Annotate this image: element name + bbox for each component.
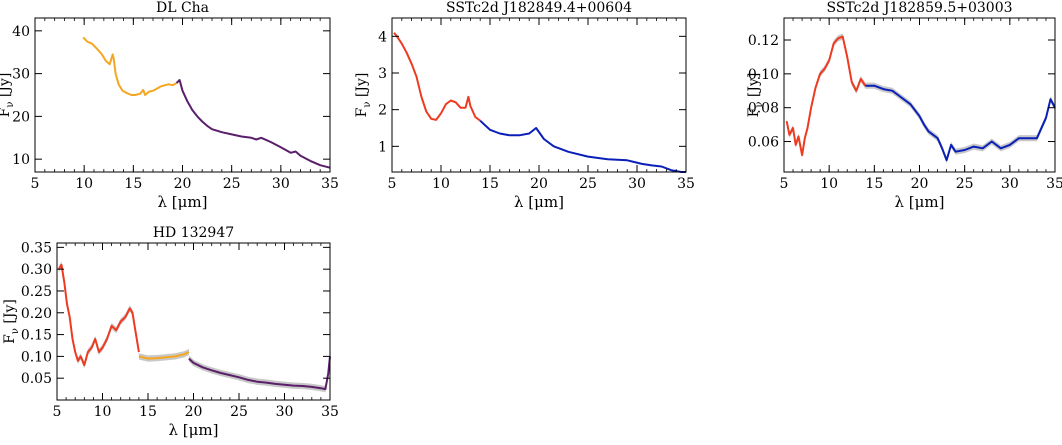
- x-tick-label: 25: [223, 176, 241, 192]
- chart-panel-4: HD 132947 5 10 15 20 25 30 35 0.05 0.10 0.15 0.20 0.…: [2, 225, 339, 439]
- x-tick-label: 30: [276, 404, 294, 420]
- chart-title: HD 132947: [153, 225, 234, 241]
- x-tick-label: 20: [530, 176, 548, 192]
- plot-frame: [391, 17, 687, 173]
- x-tick-label: 15: [124, 176, 142, 192]
- series-line-blue: [479, 119, 686, 173]
- y-tick-label: 0.08: [748, 101, 779, 117]
- x-tick-label: 30: [272, 176, 290, 192]
- chart-title: SSTc2d J182859.5+03003: [826, 0, 1012, 16]
- x-tick-label: 15: [139, 404, 157, 420]
- y-axis-label: Fν [Jy]: [0, 73, 16, 118]
- y-tick-label: 20: [12, 109, 30, 125]
- y-axis-label: Fν [Jy]: [746, 73, 765, 118]
- series-line-purple: [175, 79, 331, 169]
- series-line-red: [57, 263, 140, 367]
- series-line-blue: [865, 84, 1056, 162]
- y-tick-label: 0.10: [21, 349, 52, 365]
- x-axis-label: λ [μm]: [895, 193, 945, 211]
- x-tick-label: 10: [94, 404, 112, 420]
- y-axis-label: Fν [Jy]: [2, 299, 21, 344]
- series-line-purple: [188, 356, 331, 391]
- x-tick-label: 10: [432, 176, 450, 192]
- x-tick-label: 30: [1001, 176, 1019, 192]
- chart-title: DL Cha: [156, 0, 209, 16]
- x-tick-label: 5: [780, 176, 789, 192]
- y-tick-label: 4: [378, 29, 387, 45]
- x-tick-label: 5: [31, 176, 40, 192]
- y-tick-label: 0.06: [748, 135, 779, 151]
- x-axis-label: λ [μm]: [514, 193, 564, 211]
- x-tick-label: 25: [956, 176, 974, 192]
- series-line-orange: [138, 351, 190, 360]
- y-tick-label: 0.30: [21, 262, 52, 278]
- x-tick-label: 35: [677, 176, 695, 192]
- y-tick-label: 0.10: [748, 67, 779, 83]
- x-tick-label: 25: [579, 176, 597, 192]
- x-tick-label: 5: [53, 404, 62, 420]
- y-tick-label: 0.12: [748, 33, 779, 49]
- y-tick-label: 0.15: [21, 328, 52, 344]
- x-tick-label: 25: [230, 404, 248, 420]
- y-tick-label: 1: [378, 139, 387, 155]
- y-axis-label: Fν [Jy]: [354, 73, 373, 118]
- x-tick-label: 20: [911, 176, 929, 192]
- plot-frame: [56, 242, 331, 401]
- y-tick-label: 0.05: [21, 371, 52, 387]
- x-axis-label: λ [μm]: [169, 421, 219, 439]
- y-tick-label: 3: [378, 66, 387, 82]
- chart-panel-3: SSTc2d J182859.5+03003 5 10 15 20 25 30 35 0.06 0…: [746, 0, 1062, 211]
- x-tick-label: 35: [1046, 176, 1062, 192]
- x-tick-label: 5: [388, 176, 397, 192]
- x-tick-label: 10: [75, 176, 93, 192]
- series-line-red: [393, 32, 481, 122]
- x-tick-label: 35: [321, 176, 339, 192]
- x-tick-label: 20: [185, 404, 203, 420]
- chart-title: SSTc2d J182849.4+00604: [446, 0, 632, 16]
- y-tick-label: 0.35: [21, 240, 52, 256]
- x-tick-label: 35: [321, 404, 339, 420]
- y-tick-label: 2: [378, 103, 387, 119]
- x-tick-label: 15: [865, 176, 883, 192]
- series-line-orange: [82, 36, 178, 96]
- series-line-red: [785, 35, 867, 157]
- x-tick-label: 20: [174, 176, 192, 192]
- error-band-2: [865, 82, 1055, 164]
- x-tick-label: 10: [820, 176, 838, 192]
- plot-frame: [783, 17, 1056, 173]
- y-tick-label: 10: [12, 152, 30, 168]
- y-tick-label: 40: [12, 24, 30, 40]
- y-tick-label: 30: [12, 67, 30, 83]
- y-tick-label: 0.25: [21, 284, 52, 300]
- chart-panel-2: SSTc2d J182849.4+00604 5 10 15 20 25 30 35 1 2 3 4 λ…: [354, 0, 695, 211]
- x-axis-label: λ [μm]: [158, 193, 208, 211]
- x-tick-label: 30: [628, 176, 646, 192]
- x-tick-label: 15: [481, 176, 499, 192]
- y-tick-label: 0.20: [21, 306, 52, 322]
